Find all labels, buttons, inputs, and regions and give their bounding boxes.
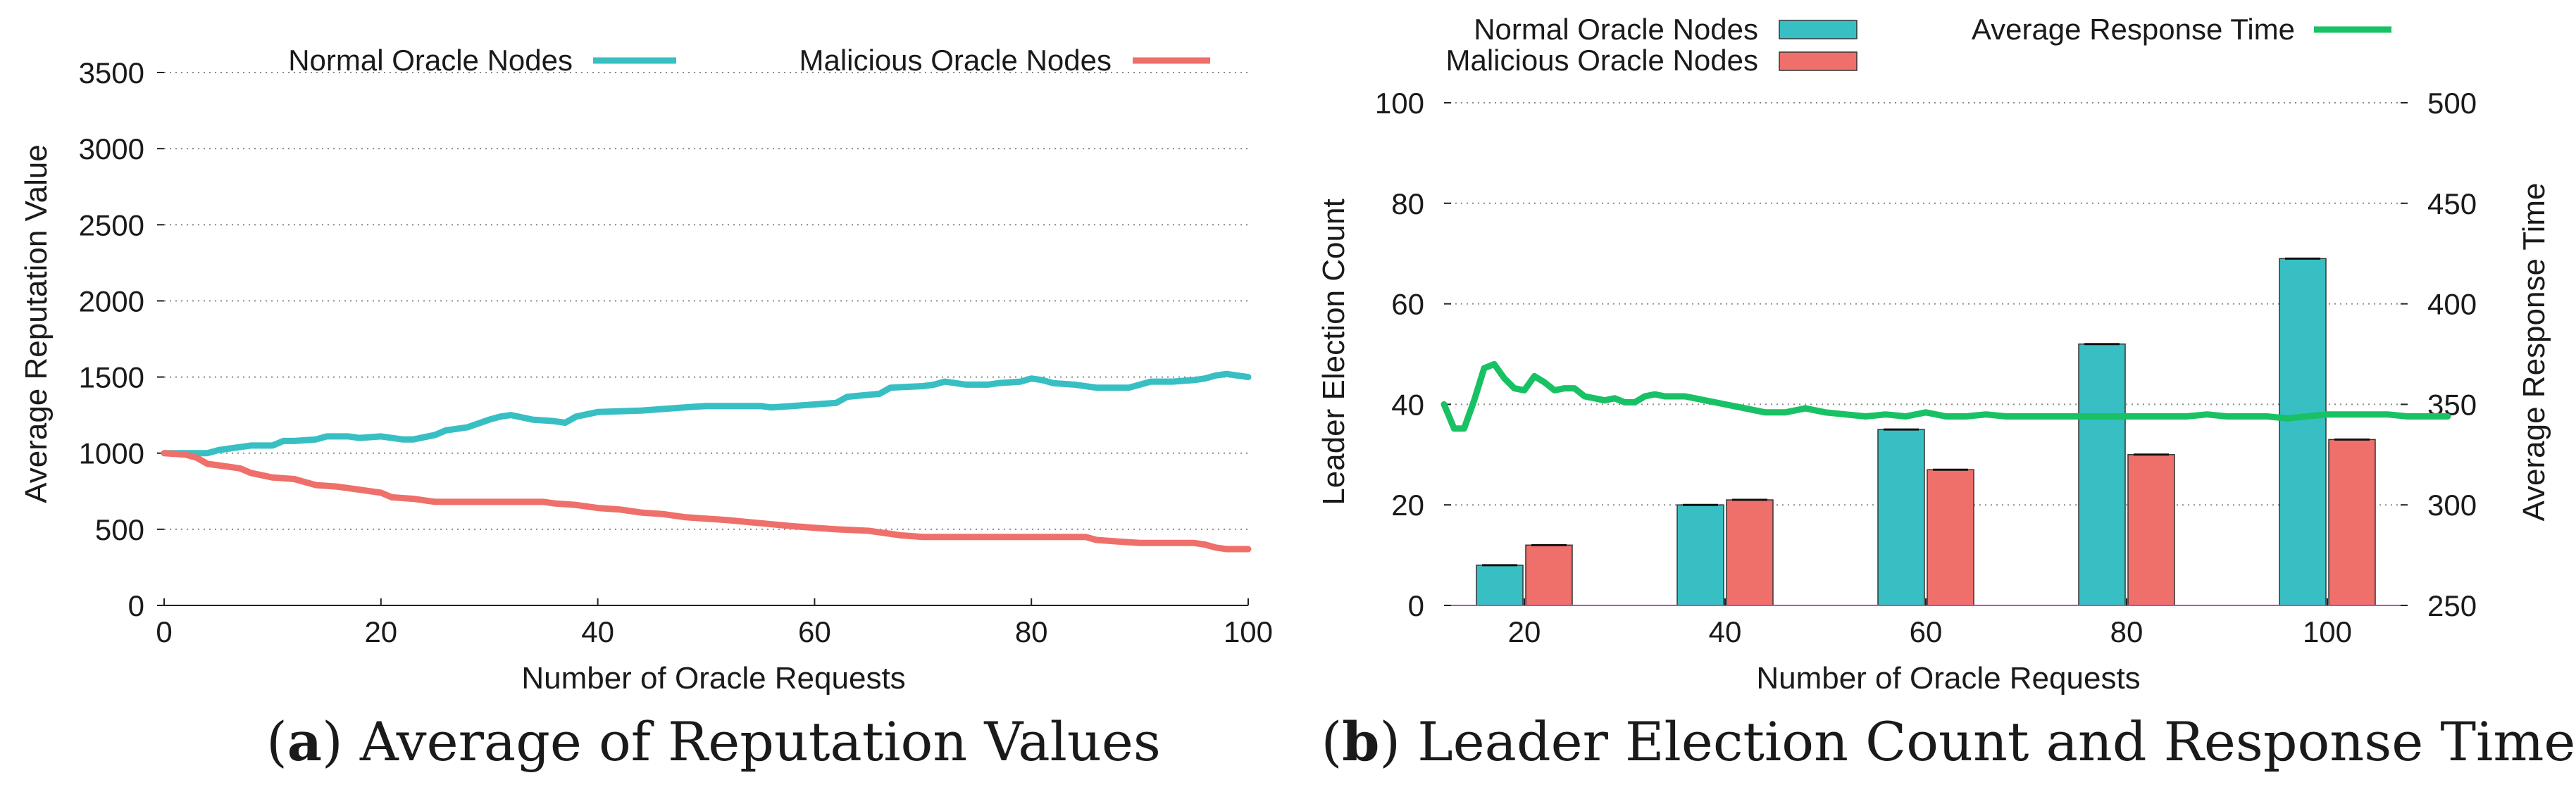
chart-b-bar-normal bbox=[2279, 258, 2327, 606]
chart-b-y-tick-label: 20 bbox=[1391, 489, 1424, 522]
chart-b-bars bbox=[1476, 257, 2376, 606]
chart-b-bar-normal bbox=[2078, 343, 2126, 606]
chart-b-y2-tick-label: 500 bbox=[2427, 87, 2477, 120]
chart-a-series bbox=[161, 370, 1252, 553]
chart-b-y-tick-label: 60 bbox=[1391, 288, 1424, 321]
chart-b-y2-tick-label: 400 bbox=[2427, 288, 2477, 321]
chart-a-y-tick-label: 2500 bbox=[79, 208, 144, 241]
chart-a-x-tick-label: 60 bbox=[798, 615, 831, 648]
chart-a-x-tick-label: 100 bbox=[1224, 615, 1273, 648]
chart-a-x-axis-label: Number of Oracle Requests bbox=[521, 661, 905, 696]
chart-b-gridlines bbox=[1444, 102, 2408, 506]
chart-b-x-tick-label: 60 bbox=[1910, 615, 1943, 648]
chart-a-series-normal-line bbox=[161, 370, 1252, 457]
chart-a-y-tick-label: 0 bbox=[128, 589, 144, 622]
caption-a-text: Average of Reputation Values bbox=[343, 710, 1161, 773]
caption-a-letter: a bbox=[287, 710, 322, 773]
chart-a-x-tick-label: 80 bbox=[1015, 615, 1048, 648]
chart-b-x-axis-label: Number of Oracle Requests bbox=[1756, 661, 2140, 696]
chart-b-y2-axis-label: Average Response Time bbox=[2517, 182, 2551, 521]
chart-a-y-tick-label: 1000 bbox=[79, 437, 144, 470]
chart-b-y-axis-label: Leader Election Count bbox=[1317, 199, 1351, 505]
chart-a-ticks: 0 500 1000 1500 2000 2500 3000 3500 0 20 40 60 80 100 bbox=[79, 56, 1273, 648]
chart-a-series-malicious-line bbox=[161, 450, 1252, 553]
chart-a-x-tick-label: 0 bbox=[156, 615, 172, 648]
chart-a-legend-label: Normal Oracle Nodes bbox=[288, 44, 573, 77]
chart-b-bar-normal bbox=[1877, 429, 1925, 606]
chart-a-y-tick-label: 3000 bbox=[79, 132, 144, 165]
chart-a-x-tick-label: 40 bbox=[581, 615, 614, 648]
chart-a-y-tick-label: 1500 bbox=[79, 361, 144, 394]
caption-b: (b) Leader Election Count and Response T… bbox=[1321, 710, 2576, 773]
chart-b-bar-malicious bbox=[1726, 499, 1774, 606]
chart-b-bar-normal bbox=[1476, 565, 1524, 606]
chart-b-bar-normal bbox=[1676, 504, 1724, 606]
chart-b-legend-swatch-malicious bbox=[1779, 51, 1858, 71]
chart-a-legend: Normal Oracle Nodes Malicious Oracle Node… bbox=[288, 44, 1210, 77]
chart-b-bar-malicious bbox=[1927, 469, 1974, 606]
chart-b-legend-label-normal: Normal Oracle Nodes bbox=[1474, 13, 1758, 46]
chart-b-x-tick-label: 100 bbox=[2303, 615, 2352, 648]
chart-b-response-line bbox=[1441, 360, 2451, 432]
chart-b-x-tick-label: 40 bbox=[1709, 615, 1742, 648]
chart-a-y-tick-label: 500 bbox=[95, 513, 144, 546]
caption-a: (a) Average of Reputation Values bbox=[266, 710, 1161, 773]
chart-b-y-tick-label: 100 bbox=[1375, 87, 1424, 120]
chart-b-legend-swatch-normal bbox=[1779, 20, 1858, 39]
chart-a-y-axis-label: Average Reputation Value bbox=[19, 144, 54, 503]
chart-b-y-tick-label: 40 bbox=[1391, 388, 1424, 421]
chart-b-y2-tick-label: 300 bbox=[2427, 489, 2477, 522]
chart-b-legend-label-malicious: Malicious Oracle Nodes bbox=[1445, 44, 1758, 77]
chart-b-response-time-line bbox=[1441, 360, 2451, 432]
caption-b-letter: b bbox=[1342, 710, 1379, 773]
chart-b-x-tick-label: 20 bbox=[1508, 615, 1541, 648]
chart-a-x-tick-label: 20 bbox=[364, 615, 397, 648]
chart-b-legend-label-response: Average Response Time bbox=[1972, 13, 2295, 46]
chart-b-y2-tick-label: 250 bbox=[2427, 589, 2477, 622]
chart-a-reputation: 0 500 1000 1500 2000 2500 3000 3500 0 20 40 60 80 100… bbox=[19, 44, 1273, 696]
chart-a-y-tick-label: 2000 bbox=[79, 284, 144, 317]
caption-b-text: Leader Election Count and Response Time bbox=[1400, 710, 2575, 773]
chart-a-legend-label: Malicious Oracle Nodes bbox=[799, 44, 1112, 77]
chart-b-y-tick-label: 80 bbox=[1391, 187, 1424, 220]
chart-a-gridlines bbox=[164, 72, 1248, 530]
chart-b-bar-malicious bbox=[1525, 544, 1573, 606]
chart-a-y-tick-label: 3500 bbox=[79, 56, 144, 89]
chart-b-bar-malicious bbox=[2127, 454, 2175, 606]
chart-b-bar-malicious bbox=[2328, 439, 2376, 606]
chart-b-y-tick-label: 0 bbox=[1408, 589, 1424, 622]
chart-b-x-tick-label: 80 bbox=[2110, 615, 2143, 648]
chart-b-y2-tick-label: 450 bbox=[2427, 187, 2477, 220]
